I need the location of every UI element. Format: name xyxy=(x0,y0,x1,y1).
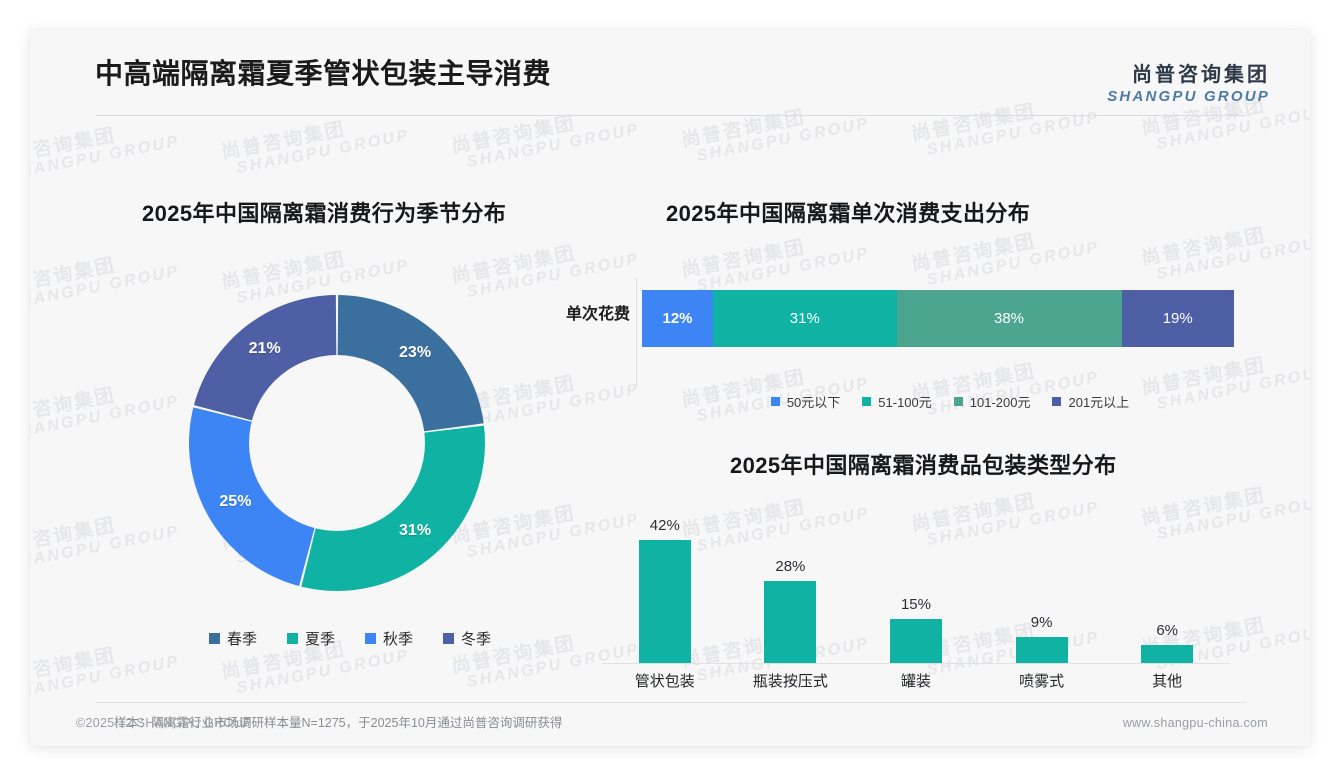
stacked-bar-segment[interactable]: 38% xyxy=(896,290,1122,347)
bar-category-label: 管状包装 xyxy=(634,673,695,690)
seasonal-distribution-chart: 2025年中国隔离霜消费行为季节分布 23% 31% 25% 21% 春季 夏季 秋季 冬季 xyxy=(110,170,590,680)
donut-slice-label: 25% xyxy=(219,493,252,511)
bar-value-label: 9% xyxy=(1030,613,1053,631)
page-title: 中高端隔离霜夏季管状包装主导消费 xyxy=(95,58,552,89)
website-link[interactable]: www.shangpu-china.com xyxy=(1122,716,1268,730)
bar-column[interactable]: 42% xyxy=(602,496,728,663)
legend-swatch-icon xyxy=(365,633,376,644)
bar-category-label: 喷雾式 xyxy=(1019,673,1065,690)
stacked-legend-label: 101-200元 xyxy=(969,395,1031,410)
stacked-bar: 12% 31% 38% 19% xyxy=(642,290,1234,347)
legend-swatch-icon xyxy=(286,633,298,644)
donut-legend-label: 夏季 xyxy=(304,631,335,648)
bar-rect[interactable] xyxy=(638,539,691,663)
bar-rect[interactable] xyxy=(764,580,817,663)
slide-canvas: 尚普咨询集团 SHANGPU GROUP 尚普咨询集团 SHANGPU GROUP 尚普… xyxy=(30,30,1310,746)
bar-value-label: 42% xyxy=(649,516,680,534)
bar-rect[interactable] xyxy=(1015,636,1068,663)
bar-category-label: 其他 xyxy=(1152,673,1183,690)
bar-rect[interactable] xyxy=(889,618,942,663)
slide-footer: ©2025.12 SHANGPU GROUP www.shangpu-china… xyxy=(30,716,1310,746)
donut-slice-label: 23% xyxy=(399,344,432,362)
source-note: 样本：隔离霜行业市场调研样本量N=1275，于2025年10月通过尚普咨询调研获… xyxy=(114,716,563,730)
donut-legend-item[interactable]: 秋季 xyxy=(365,628,413,649)
donut-legend-item[interactable]: 冬季 xyxy=(443,628,491,649)
header-divider xyxy=(96,115,1246,116)
bar-value-label: 28% xyxy=(775,557,806,575)
legend-swatch-icon xyxy=(770,397,780,406)
donut-legend-item[interactable]: 春季 xyxy=(208,628,257,649)
bar-rect[interactable] xyxy=(1141,645,1194,663)
donut-chart-plot: 23% 31% 25% 21% xyxy=(172,278,502,608)
donut-svg xyxy=(189,295,485,591)
slide-header: 中高端隔离霜夏季管状包装主导消费 尚普咨询集团 SHANGPU GROUP xyxy=(30,30,1310,114)
bar-chart-x-labels: 管状包装 瓶装按压式 罐装 喷雾式 其他 xyxy=(602,670,1230,691)
stacked-legend-item[interactable]: 101-200元 xyxy=(953,392,1031,411)
legend-swatch-icon xyxy=(208,633,220,644)
bar-chart-plot: 42% 28% 15% 9% 6% xyxy=(602,496,1230,664)
stacked-chart-axis-line xyxy=(636,278,637,386)
donut-chart-title: 2025年中国隔离霜消费行为季节分布 xyxy=(142,201,507,226)
bar-category-label: 罐装 xyxy=(900,673,931,690)
donut-legend-label: 冬季 xyxy=(461,631,492,648)
bar-value-label: 15% xyxy=(900,595,931,613)
stacked-legend-item[interactable]: 201元以上 xyxy=(1052,392,1129,411)
stacked-chart-legend: 50元以下 51-100元 101-200元 201元以上 xyxy=(670,392,1230,411)
donut-hole xyxy=(249,355,425,531)
stacked-legend-label: 201元以上 xyxy=(1068,395,1130,410)
donut-slice-label: 21% xyxy=(248,339,281,357)
copyright-text: ©2025.12 SHANGPU GROUP xyxy=(76,716,252,730)
stacked-bar-segment[interactable]: 31% xyxy=(713,290,897,347)
stacked-bar-segment[interactable]: 12% xyxy=(642,290,714,347)
bar-chart-baseline xyxy=(602,663,1230,664)
stacked-legend-item[interactable]: 51-100元 xyxy=(862,392,932,411)
bar-category-label: 瓶装按压式 xyxy=(752,673,828,690)
donut-legend-item[interactable]: 夏季 xyxy=(286,628,335,649)
brand-name-en: SHANGPU GROUP xyxy=(1107,88,1270,105)
stacked-legend-label: 50元以下 xyxy=(786,395,841,410)
donut-legend: 春季 夏季 秋季 冬季 xyxy=(140,628,560,649)
stacked-bar-segment[interactable]: 19% xyxy=(1121,290,1234,347)
brand-name-cn: 尚普咨询集团 xyxy=(1132,64,1270,86)
stacked-legend-item[interactable]: 50元以下 xyxy=(770,392,841,411)
spend-distribution-chart: 2025年中国隔离霜单次消费支出分布 单次花费 12% 31% 38% 19% 50元… xyxy=(566,170,1270,430)
packaging-type-chart: 2025年中国隔离霜消费品包装类型分布 42% 28% 15% 9% 6% 管状包装 瓶装… xyxy=(602,430,1270,700)
bar-column[interactable]: 9% xyxy=(979,496,1105,663)
legend-swatch-icon xyxy=(862,397,872,406)
bar-column[interactable]: 6% xyxy=(1104,496,1230,663)
stacked-chart-row-label: 单次花费 xyxy=(565,306,630,323)
stacked-chart-title: 2025年中国隔离霜单次消费支出分布 xyxy=(666,201,1031,226)
bar-chart-title: 2025年中国隔离霜消费品包装类型分布 xyxy=(730,453,1117,478)
donut-slice-label: 31% xyxy=(399,521,432,539)
bar-column[interactable]: 28% xyxy=(728,496,854,663)
legend-swatch-icon xyxy=(953,397,963,406)
bar-value-label: 6% xyxy=(1156,622,1179,640)
brand-logo: 尚普咨询集团 SHANGPU GROUP xyxy=(1107,58,1270,105)
legend-swatch-icon xyxy=(1052,397,1062,406)
legend-swatch-icon xyxy=(443,633,455,644)
stacked-legend-label: 51-100元 xyxy=(878,395,932,410)
bar-columns: 42% 28% 15% 9% 6% xyxy=(602,496,1230,663)
source-divider xyxy=(96,702,1246,703)
donut-legend-label: 秋季 xyxy=(383,631,414,648)
bar-column[interactable]: 15% xyxy=(853,496,979,663)
donut-legend-label: 春季 xyxy=(226,631,257,648)
